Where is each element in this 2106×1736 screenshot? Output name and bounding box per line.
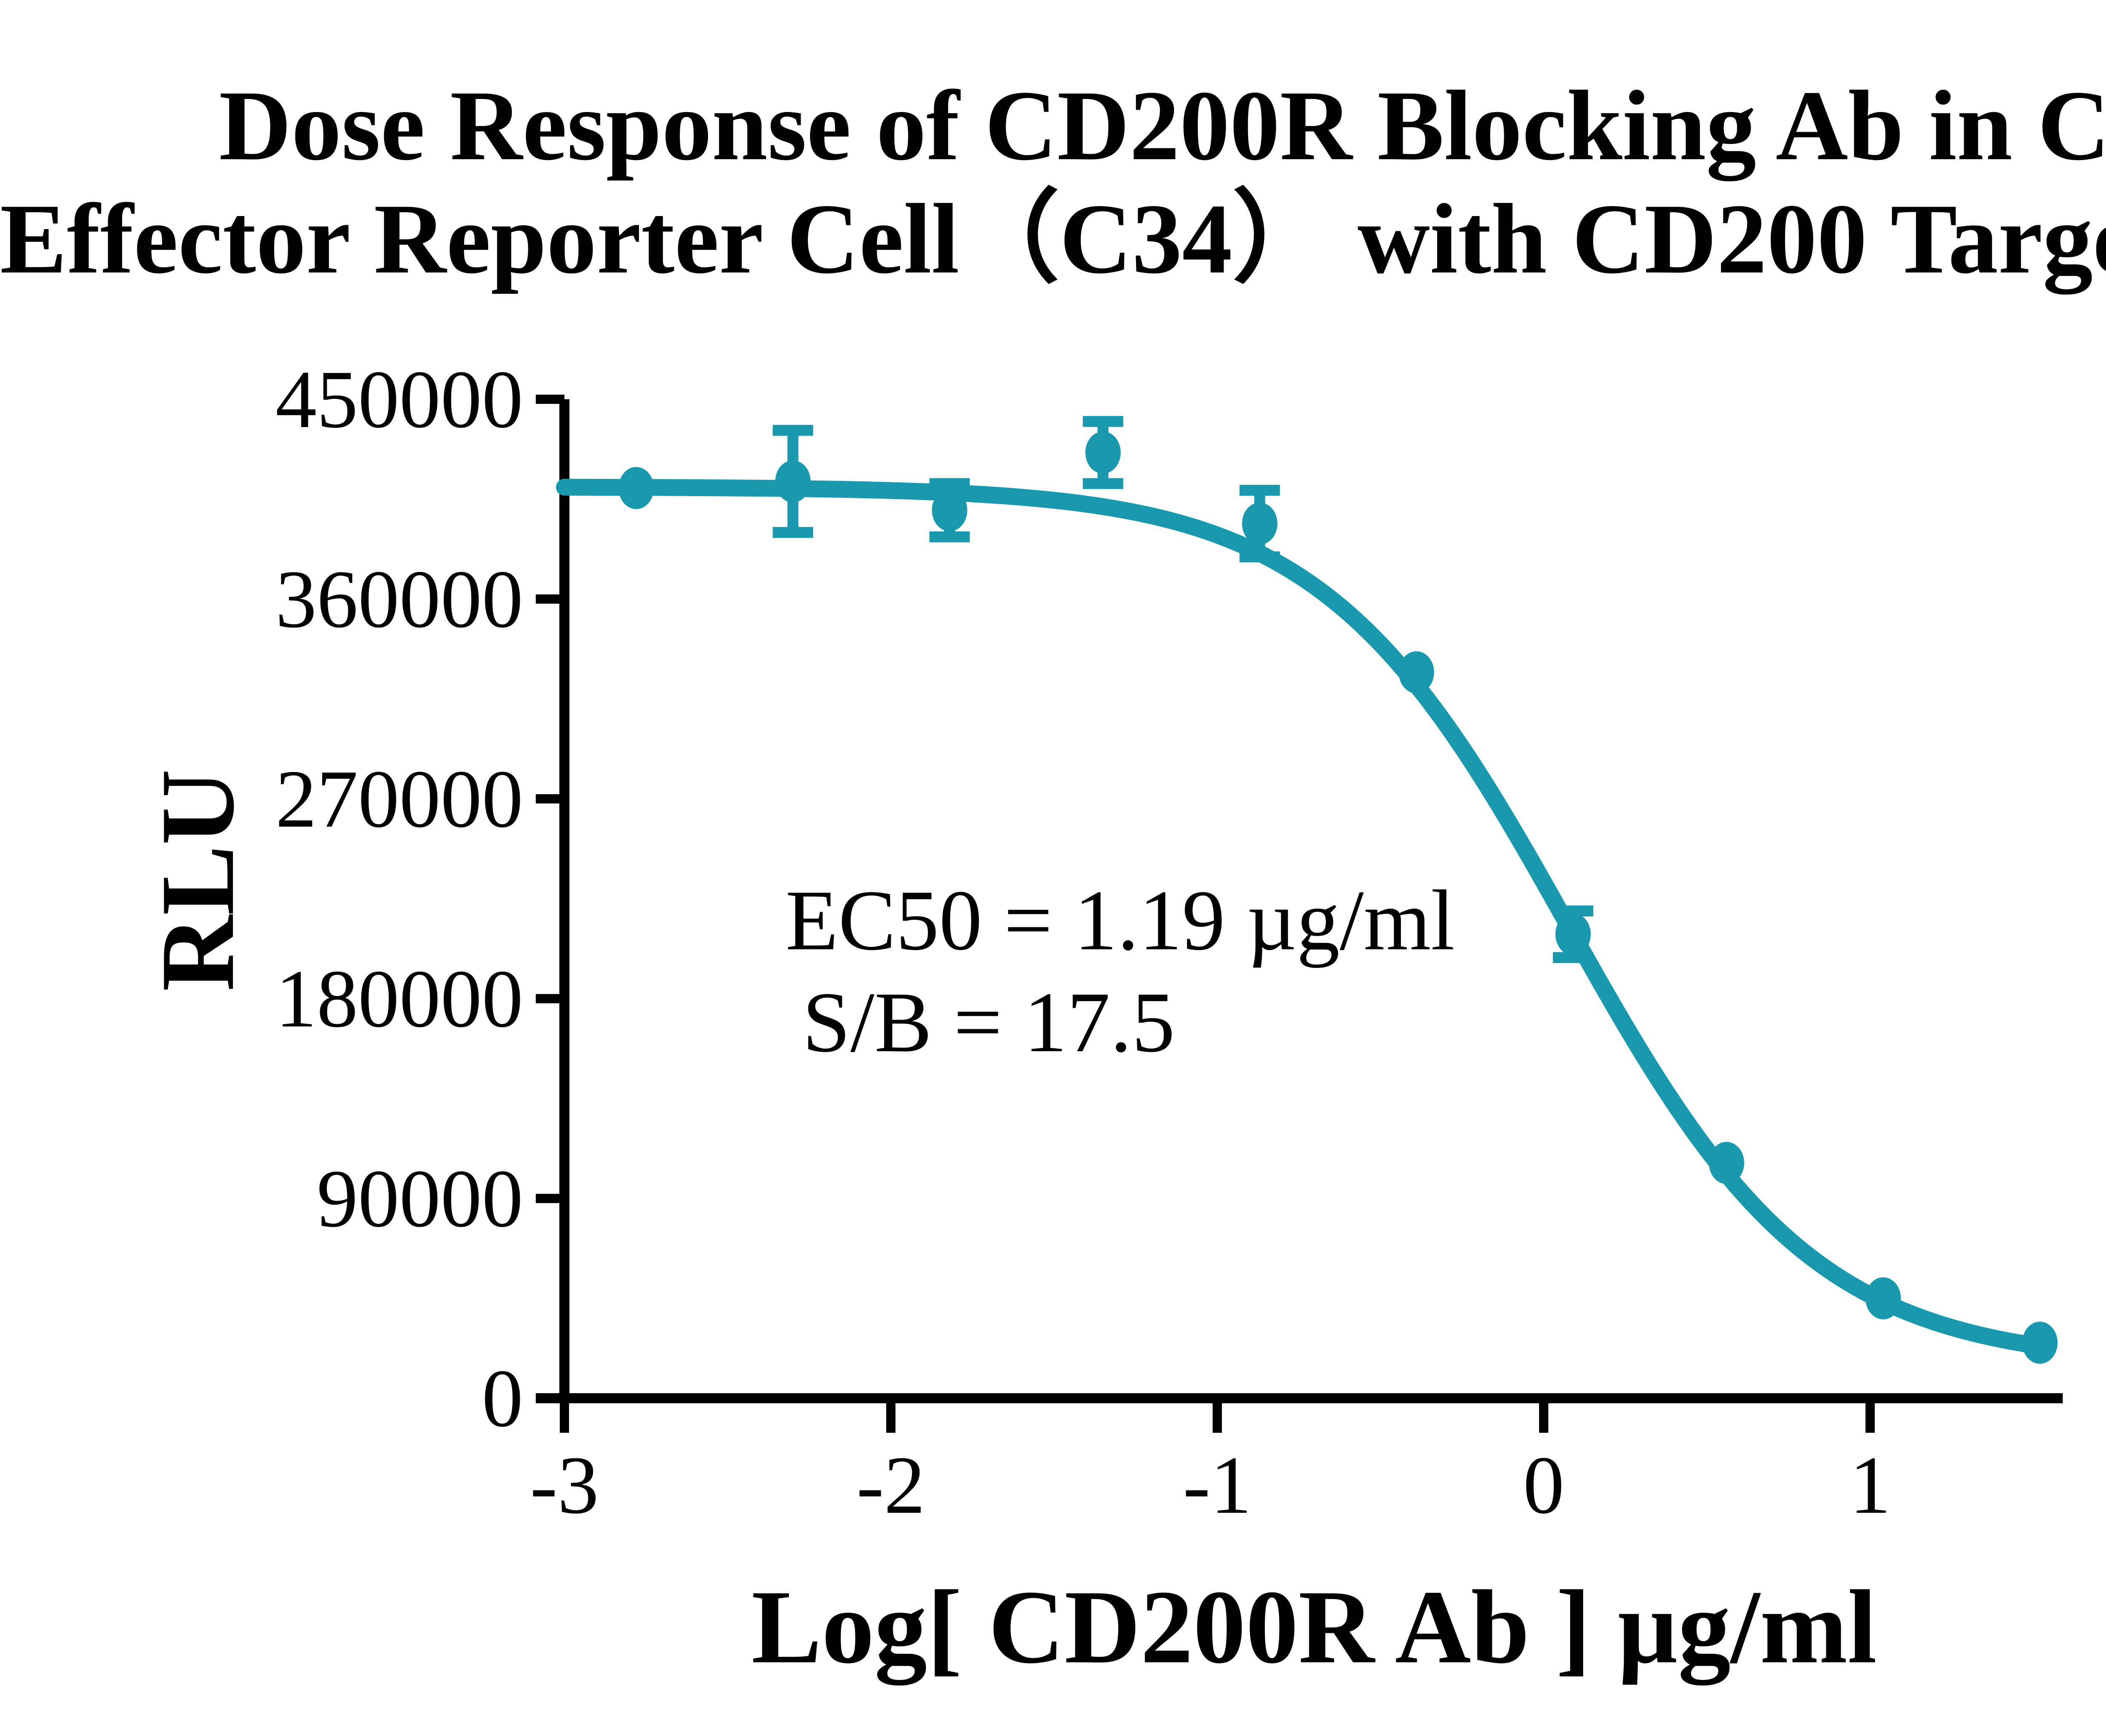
chart-title-line2: Effector Reporter Cell（C34） with CD200 T… — [0, 183, 2106, 294]
data-point-marker — [2022, 1322, 2058, 1364]
chart-title: Dose Response of CD200R Blocking Ab in C… — [0, 69, 2106, 296]
chart-title-line1: Dose Response of CD200R Blocking Ab in C… — [219, 70, 2106, 181]
y-tick-label: 360000 — [275, 553, 523, 645]
data-point-marker — [1242, 502, 1277, 545]
x-tick-label: -1 — [1183, 1440, 1251, 1531]
x-axis-title: Log[ CD200R Ab ] µg/ml — [751, 1569, 1877, 1685]
sb-ratio-annotation: S/B = 17.5 — [802, 974, 1175, 1070]
x-tick-label: -2 — [856, 1440, 925, 1531]
data-point-marker — [1709, 1142, 1744, 1184]
y-tick-label: 180000 — [275, 953, 523, 1044]
y-tick-label: 0 — [482, 1353, 523, 1444]
fit-annotation: EC50 = 1.19 µg/ml S/B = 17.5 — [786, 870, 1455, 1074]
y-tick-label: 450000 — [275, 354, 523, 445]
ec50-annotation: EC50 = 1.19 µg/ml — [786, 873, 1455, 968]
y-tick-label: 90000 — [317, 1153, 523, 1245]
data-point-marker — [618, 467, 654, 509]
data-point-marker — [1085, 431, 1121, 474]
fit-curve — [556, 478, 2048, 1355]
x-tick-label: 0 — [1523, 1440, 1564, 1531]
data-point-marker — [775, 460, 811, 503]
data-point-marker — [1398, 651, 1434, 694]
x-tick-label: -3 — [530, 1440, 599, 1531]
data-point-marker — [1555, 913, 1591, 956]
y-tick-label: 270000 — [275, 753, 523, 845]
x-tick-label: 1 — [1849, 1440, 1891, 1531]
data-point-marker — [1865, 1277, 1901, 1319]
data-point-marker — [932, 489, 967, 531]
